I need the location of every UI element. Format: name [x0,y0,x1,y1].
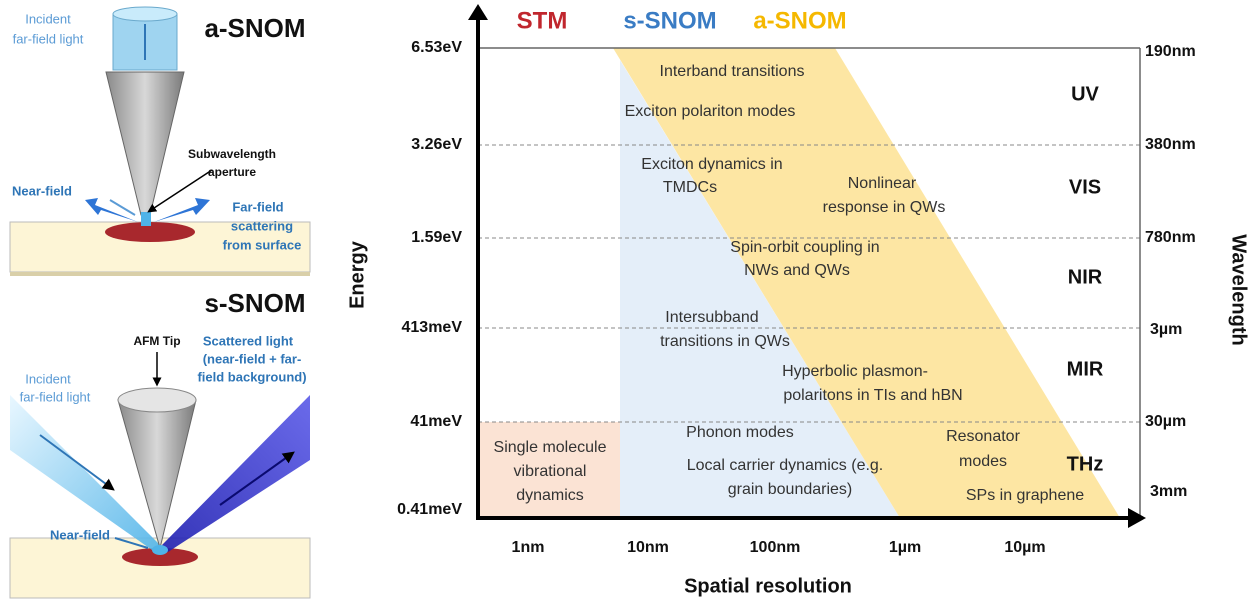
region-label: dynamics [516,487,584,504]
scatter-arrow-left [85,198,138,222]
band-dividers [478,144,1140,423]
label: far-field light [13,31,84,46]
x-arrow [1128,508,1146,528]
s-snom-panel [9,352,311,599]
band-label: UV [1071,83,1099,105]
legend-stm: STM [517,7,568,34]
s-snom-region [620,60,900,518]
region-label: Spin-orbit coupling in [730,239,879,256]
region-label: grain boundaries) [728,481,853,498]
y2-axis-title: Wavelength [1228,234,1250,346]
region-label: Interband transitions [660,63,805,80]
label: Near-field [12,183,72,198]
region-label: Single molecule [494,439,607,456]
incident-arrow [39,434,115,491]
band-label: NIR [1068,266,1103,288]
label: far-field light [20,389,91,404]
region-label: Intersubband [665,309,758,326]
label: aperture [208,165,256,179]
panel-title: a-SNOM [204,13,305,43]
wavelength-tick: 30µm [1145,413,1186,430]
energy-tick: 413meV [402,319,463,336]
region-label: polaritons in TIs and hBN [783,387,962,404]
label: (near-field + far- [203,351,302,366]
region-label: modes [959,453,1007,470]
aperture [141,212,151,226]
label: Scattered light [203,333,294,348]
energy-tick: 6.53eV [411,39,462,56]
region-label: SPs in graphene [966,487,1084,504]
region-label: vibrational [514,463,587,480]
incident-beam [10,395,160,550]
near-field-spot [152,545,168,555]
resolution-tick: 100nm [750,539,801,556]
substrate [9,537,311,599]
region-label: Exciton polariton modes [625,103,796,120]
scatter-arrow-right [154,198,210,222]
region-label: Local carrier dynamics (e.g. [687,457,884,474]
substrate-edge [10,272,310,276]
panel-title: s-SNOM [204,288,305,318]
label: field background) [197,369,306,384]
chart [468,4,1146,528]
label: AFM Tip [133,334,180,348]
region-label: Phonon modes [686,424,794,441]
band-label: THz [1067,453,1104,475]
sample [122,548,198,566]
label: Subwavelength [188,147,276,161]
tip-top [117,387,197,413]
region-label: transitions in QWs [660,333,790,350]
near-field-pointer [114,537,149,549]
scattered-arrow [219,451,295,506]
region-label: response in QWs [823,199,946,216]
band-label: MIR [1067,358,1104,380]
wavelength-tick: 190nm [1145,43,1196,60]
legend-a-snom: a-SNOM [753,7,846,34]
aperture-pointer [147,169,213,213]
resolution-tick: 1nm [512,539,545,556]
wavelength-tick: 380nm [1145,136,1196,153]
sample [105,222,195,242]
x-axis-title: Spatial resolution [684,575,852,597]
wavelength-tick: 3µm [1150,321,1182,338]
label: Far-field [232,199,283,214]
wavelength-tick: 3mm [1150,483,1187,500]
resolution-tick: 10nm [627,539,669,556]
label: Near-field [50,527,110,542]
region-label: TMDCs [663,179,717,196]
a-snom-panel [9,6,311,276]
resolution-tick: 1µm [889,539,921,556]
y-axis-title: Energy [346,240,368,309]
label: scattering [231,218,293,233]
a-snom-region [613,48,1120,518]
y-arrow [468,4,488,20]
cylinder-top [112,6,178,22]
energy-tick: 0.41meV [397,501,462,518]
near-field-pointer [109,199,136,216]
region-label: Nonlinear [848,175,917,192]
region-label: NWs and QWs [744,262,850,279]
region-label: Hyperbolic plasmon- [782,363,928,380]
scattered-beam [162,395,310,552]
legend-s-snom: s-SNOM [623,7,716,34]
label: from surface [223,237,302,252]
resolution-tick: 10µm [1004,539,1045,556]
energy-tick: 1.59eV [411,229,462,246]
energy-tick: 3.26eV [411,136,462,153]
probe-cone [105,71,185,216]
energy-tick: 41meV [410,413,462,430]
region-label: Resonator [946,428,1020,445]
label: Incident [25,371,71,386]
wavelength-tick: 780nm [1145,229,1196,246]
region-label: Exciton dynamics in [641,156,782,173]
stm-region [478,422,620,518]
label: Incident [25,11,71,26]
band-label: VIS [1069,176,1101,198]
